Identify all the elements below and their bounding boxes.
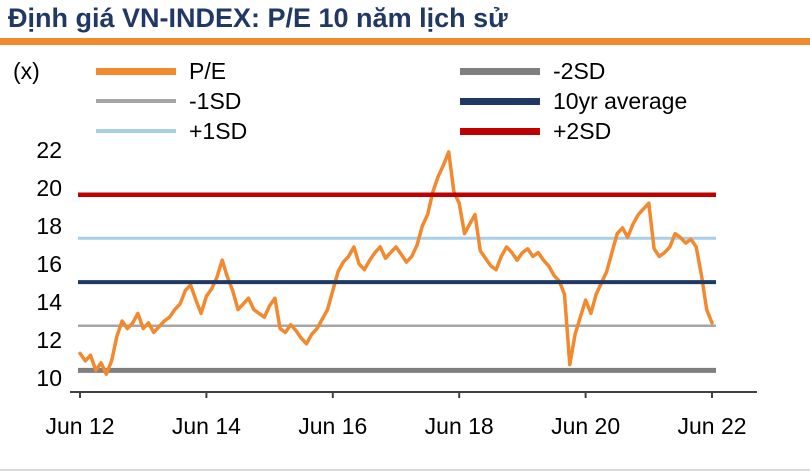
legend-item-p-e: P/E bbox=[96, 58, 460, 85]
y-tick-label: 16 bbox=[36, 251, 62, 277]
chart-legend: P/E -1SD +1SD -2SD 10yr average +2SD bbox=[96, 56, 687, 146]
x-tick-label: Jun 16 bbox=[298, 413, 367, 439]
y-axis-unit-label: (x) bbox=[13, 58, 40, 84]
legend-label: +2SD bbox=[553, 117, 612, 144]
legend-item-+1sd: +1SD bbox=[96, 118, 460, 145]
legend-line-swatch bbox=[460, 67, 540, 75]
legend-label: P/E bbox=[189, 57, 227, 84]
y-tick-label: 18 bbox=[36, 213, 62, 239]
legend-label: -2SD bbox=[553, 57, 606, 84]
legend-item-10yr-average: 10yr average bbox=[460, 88, 687, 115]
bottom-divider bbox=[0, 469, 810, 471]
legend-item--1sd: -1SD bbox=[96, 88, 460, 115]
x-tick-label: Jun 14 bbox=[172, 413, 241, 439]
legend-line-swatch bbox=[460, 97, 540, 105]
legend-line-swatch bbox=[96, 129, 176, 133]
legend-label: 10yr average bbox=[553, 87, 688, 114]
legend-line-swatch bbox=[96, 67, 176, 75]
y-tick-label: 12 bbox=[36, 327, 62, 353]
legend-item-+2sd: +2SD bbox=[460, 118, 687, 145]
x-tick-label: Jun 22 bbox=[677, 413, 746, 439]
legend-line-swatch bbox=[460, 127, 540, 135]
x-tick-label: Jun 18 bbox=[425, 413, 494, 439]
x-tick-label: Jun 20 bbox=[551, 413, 620, 439]
pe-series-line bbox=[78, 150, 714, 376]
x-tick-label: Jun 12 bbox=[45, 413, 114, 439]
y-tick-label: 20 bbox=[36, 175, 62, 201]
y-tick-label: 10 bbox=[36, 365, 62, 391]
legend-line-swatch bbox=[96, 99, 176, 103]
y-tick-label: 22 bbox=[36, 137, 62, 163]
legend-item--2sd: -2SD bbox=[460, 58, 687, 85]
legend-label: +1SD bbox=[189, 117, 248, 144]
y-tick-label: 14 bbox=[36, 289, 62, 315]
title-underline-bar bbox=[0, 38, 810, 45]
legend-label: -1SD bbox=[189, 87, 242, 114]
chart-title: Định giá VN-INDEX: P/E 10 năm lịch sử bbox=[8, 3, 508, 33]
